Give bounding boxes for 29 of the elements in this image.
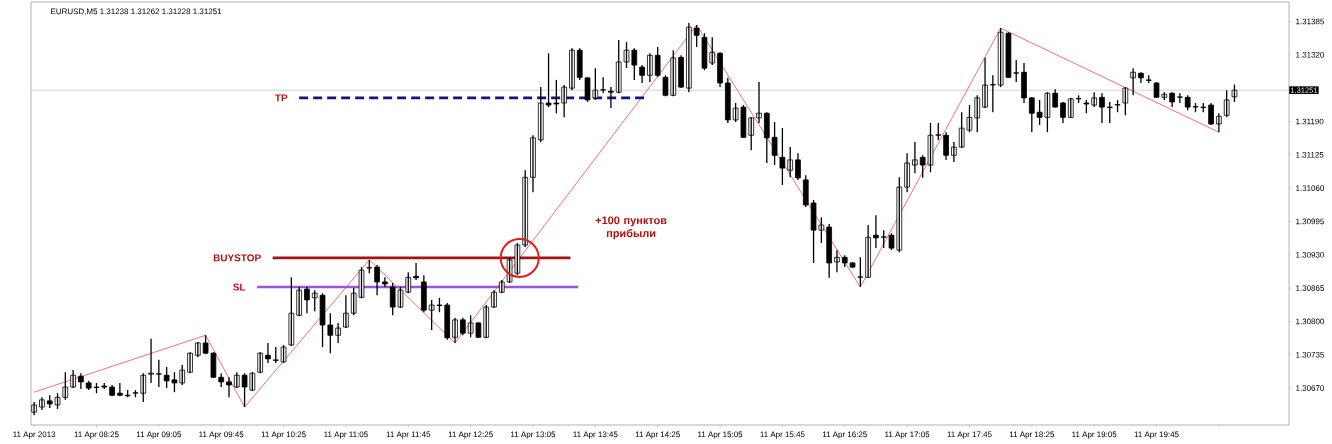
candlestick [771, 121, 778, 166]
series-label: BUYSTOP [213, 254, 261, 262]
candlestick [1028, 96, 1035, 133]
series-label: TP [275, 94, 288, 102]
candlestick [600, 76, 606, 94]
candlestick [1052, 88, 1059, 109]
candlestick [156, 359, 162, 388]
candlestick [693, 24, 700, 48]
candlestick [1223, 89, 1230, 118]
candlestick [857, 256, 864, 288]
line-series [33, 24, 1220, 408]
candlestick [483, 304, 490, 339]
candlestick [382, 276, 388, 288]
candlestick [1106, 101, 1113, 124]
annotation: +100 пунктов прибыли [595, 216, 667, 240]
candlestick [1122, 86, 1129, 116]
candlestick [1177, 92, 1183, 104]
candlestick [561, 84, 567, 118]
candlestick [725, 77, 731, 124]
series-label: SL [233, 283, 246, 291]
candlestick [257, 351, 263, 374]
candlestick [763, 111, 770, 164]
candlestick [826, 223, 832, 279]
candlestick [787, 146, 794, 178]
candlestick [990, 74, 996, 113]
candlestick [654, 46, 661, 78]
candlestick [288, 276, 295, 347]
candlestick [779, 127, 786, 186]
candlestick [226, 376, 232, 398]
